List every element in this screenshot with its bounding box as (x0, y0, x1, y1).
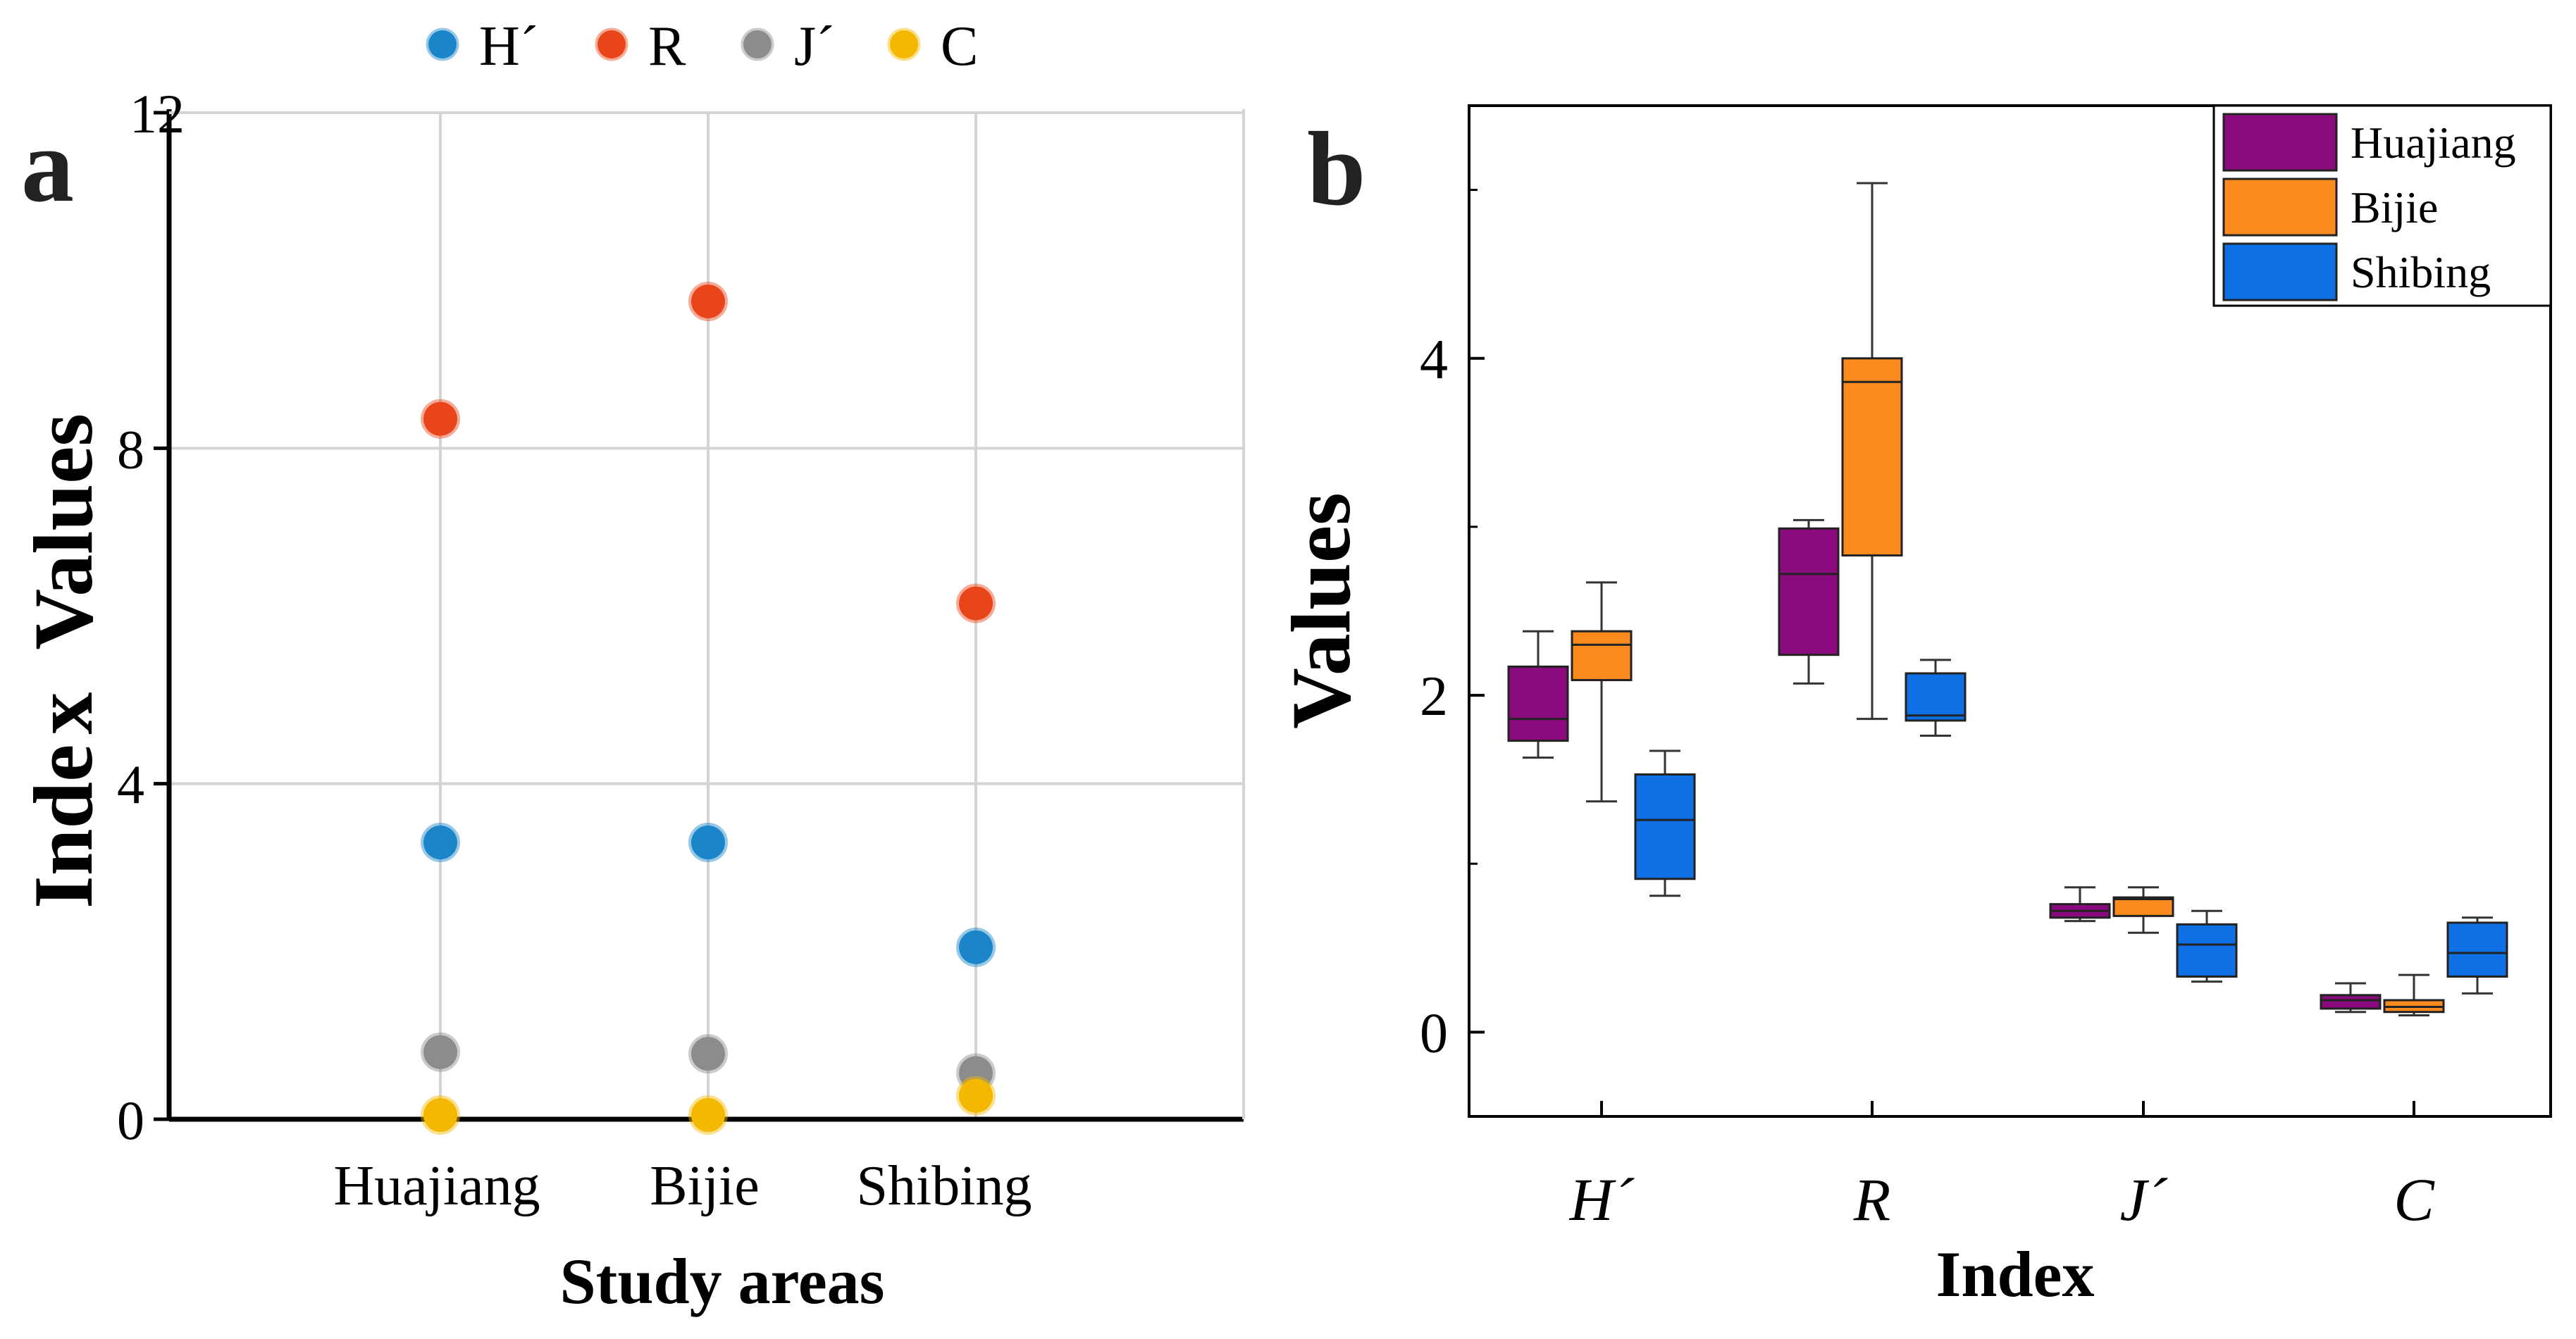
panel-b-legend-swatch-huajiang (2222, 113, 2338, 172)
panel-a-letter: a (21, 107, 74, 224)
panel-a-point-r-bijie (688, 281, 728, 321)
panel-a-x-title: Study areas (560, 1245, 885, 1317)
panel-a: a H´ R J´ C 0 4 8 12 Huajiang Bijie Shibing Stud… (16, 15, 1245, 1317)
panel-b-x-categories: H´ R J´ C (1569, 1101, 2435, 1233)
panel-b-boxes (1507, 182, 2508, 1016)
panel-b-box-huajiang-1-body (1778, 527, 1840, 656)
panel-a-ytick-label-8: 8 (117, 418, 144, 480)
panel-b-legend-swatch-shibing (2222, 242, 2338, 301)
panel-b-frame (1468, 104, 2552, 1118)
panel-b-letter: b (1307, 111, 1366, 228)
panel-a-legend-marker-h (426, 27, 459, 61)
panel-b-legend-label-bijie: Bijie (2351, 182, 2438, 232)
panel-a-point-c-bijie (688, 1095, 728, 1135)
panel-b-box-shibing-2-body (2176, 923, 2238, 978)
panel-a-y-title: Inde x Values (16, 413, 110, 909)
panel-b-box-huajiang-0-body (1507, 665, 1569, 742)
panel-a-y-ticks: 0 4 8 12 (117, 83, 185, 1151)
panel-a-point-r-shibing (956, 583, 996, 623)
panel-b-xcat-0: H´ (1569, 1166, 1635, 1233)
panel-a-point-c-shibing (956, 1076, 996, 1116)
panel-a-y-title-part3: Values (16, 413, 110, 650)
panel-a-y-title-part2: x (16, 692, 110, 735)
panel-a-legend-marker-r (595, 27, 628, 61)
panel-b-x-title: Index (1936, 1238, 2095, 1310)
panel-a-xcat-shibing: Shibing (857, 1155, 1032, 1217)
panel-a-point-j-bijie (688, 1034, 728, 1074)
panel-a-ytick-label-12: 12 (130, 83, 185, 144)
panel-b-ytick-label-2: 2 (1420, 666, 1448, 728)
panel-b-xcat-3: C (2394, 1166, 2435, 1233)
panel-a-gridlines (169, 111, 1244, 1119)
panel-a-xcat-bijie: Bijie (650, 1155, 760, 1217)
panel-a-point-j-huajiang (421, 1032, 460, 1072)
panel-a-point-h-huajiang (421, 823, 460, 863)
panel-a-ytick-label-4: 4 (117, 754, 144, 816)
panel-a-point-r-huajiang (421, 399, 460, 439)
panel-a-xcat-huajiang: Huajiang (333, 1155, 540, 1217)
panel-b-box-shibing-1-body (1905, 672, 1967, 722)
panel-a-legend-marker-j (741, 27, 774, 61)
panel-a-legend-label-c: C (941, 15, 978, 77)
panel-b-box-huajiang-3-body (2320, 994, 2382, 1010)
panel-b-box-bijie-1-body (1841, 357, 1903, 557)
panel-a-point-c-huajiang (421, 1095, 460, 1135)
panel-b-xcat-2: J´ (2120, 1166, 2168, 1233)
panel-b-box-shibing-3-body (2446, 921, 2508, 978)
panel-a-point-h-shibing (956, 927, 996, 967)
panel-a-legend-label-h: H´ (479, 15, 538, 77)
panel-a-point-h-bijie (688, 823, 728, 863)
panel-b-legend-label-shibing: Shibing (2351, 247, 2491, 297)
panel-a-ytick-label-0: 0 (117, 1090, 144, 1151)
panel-a-legend-label-j: J´ (794, 15, 835, 77)
panel-b-box-bijie-0-body (1571, 630, 1633, 682)
panel-a-legend-label-r: R (648, 15, 686, 77)
panel-a-legend: H´ R J´ C (426, 15, 978, 77)
panel-b-y-title: Values (1274, 492, 1368, 729)
panel-b-ytick-label-0: 0 (1420, 1002, 1448, 1064)
panel-a-y-title-part1: Inde (16, 745, 110, 909)
panel-a-legend-marker-c (887, 27, 921, 61)
panel-a-x-categories: Huajiang Bijie Shibing (333, 1155, 1032, 1217)
panel-b-ytick-label-4: 4 (1420, 329, 1448, 391)
panel-b-legend-label-huajiang: Huajiang (2351, 118, 2516, 168)
panel-b-legend-swatch-bijie (2222, 178, 2338, 237)
panel-b-xcat-1: R (1853, 1166, 1891, 1233)
panel-b-legend: Huajiang Bijie Shibing (2212, 104, 2552, 307)
panel-b-box-bijie-2-body (2112, 896, 2174, 917)
panel-a-points (421, 281, 996, 1135)
panel-b-box-shibing-0-body (1634, 773, 1696, 880)
panel-b-y-ticks: 0 2 4 (1420, 189, 1485, 1064)
